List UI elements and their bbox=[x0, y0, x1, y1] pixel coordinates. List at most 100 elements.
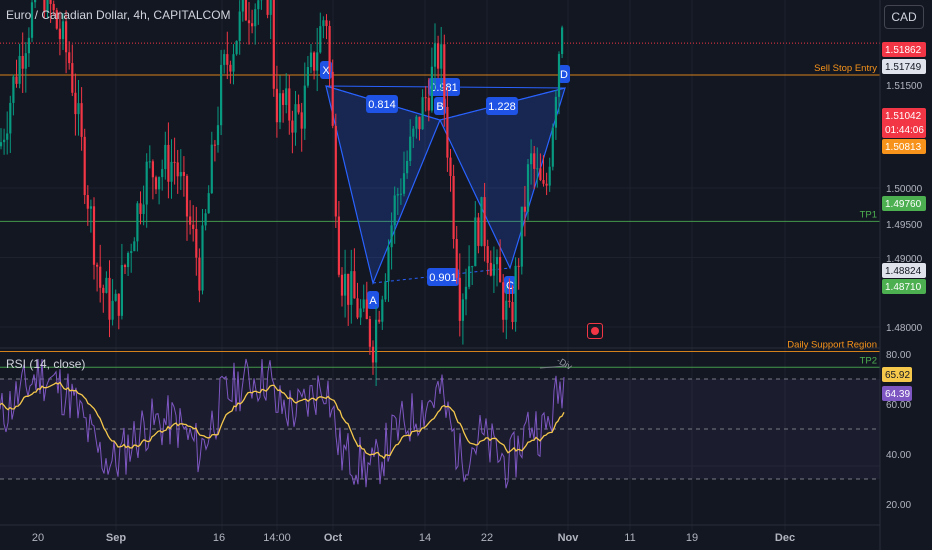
candle-body bbox=[508, 300, 511, 303]
candle-body bbox=[220, 64, 223, 126]
candle-body bbox=[471, 266, 474, 268]
level-lines: Stop LossDaily Resistance RegionSell Sto… bbox=[0, 42, 880, 368]
candle-body bbox=[539, 168, 542, 181]
candle-body bbox=[108, 277, 111, 320]
level-label: TP2 bbox=[860, 355, 877, 366]
time-axis-tick: 11 bbox=[624, 532, 635, 544]
candle-body bbox=[495, 256, 499, 265]
ratio-xab-bg bbox=[366, 95, 398, 113]
point-b-label: B bbox=[436, 101, 443, 113]
candle-body bbox=[161, 169, 164, 178]
candle-body bbox=[34, 0, 37, 3]
candle-body bbox=[387, 247, 390, 282]
candle-body bbox=[480, 197, 483, 246]
candle-body bbox=[139, 203, 142, 214]
candle-body bbox=[561, 27, 564, 55]
price-axis-tick: 1.48000 bbox=[886, 323, 923, 334]
candle-body bbox=[526, 164, 530, 212]
candle-body bbox=[458, 277, 461, 321]
candle-body bbox=[117, 293, 120, 316]
candle-body bbox=[102, 287, 105, 293]
time-axis-tick: 19 bbox=[686, 532, 698, 544]
candle-body bbox=[189, 216, 192, 225]
candle-body bbox=[297, 104, 300, 113]
candle-body bbox=[536, 168, 539, 170]
candle-body bbox=[375, 319, 378, 363]
time-axis-tick: 14 bbox=[419, 532, 431, 544]
candle-body bbox=[381, 299, 384, 322]
candle-body bbox=[517, 265, 520, 267]
candle-body bbox=[424, 97, 427, 99]
candle-body bbox=[192, 224, 195, 229]
candle-body bbox=[96, 264, 99, 267]
price-axis-tick: 1.51500 bbox=[886, 81, 923, 92]
time-axis-tick: 20 bbox=[32, 532, 44, 544]
candle-body bbox=[551, 127, 554, 167]
candle-body bbox=[216, 125, 220, 146]
candle-body bbox=[99, 266, 102, 288]
candle-body bbox=[406, 160, 409, 174]
rsi-axis-tick: 40.00 bbox=[886, 450, 911, 461]
candle-body bbox=[65, 21, 68, 53]
price-tag-label: 1.51862 bbox=[885, 45, 922, 56]
candle-body bbox=[278, 93, 282, 123]
candle-body bbox=[294, 104, 297, 133]
candle-body bbox=[378, 319, 381, 322]
candle-body bbox=[409, 136, 412, 161]
price-tag-label: 1.51749 bbox=[885, 62, 922, 73]
candle-body bbox=[313, 52, 316, 71]
candle-body bbox=[195, 228, 198, 258]
price-tag bbox=[882, 279, 926, 294]
ratio-bcd: 1.228 bbox=[488, 101, 516, 113]
candle-body bbox=[396, 194, 399, 196]
candle-body bbox=[148, 161, 151, 163]
candle-body bbox=[49, 0, 52, 4]
chart-title: Euro / Canadian Dollar, 4h, CAPITALCOM bbox=[6, 8, 231, 22]
candle-body bbox=[288, 88, 291, 121]
candle-body bbox=[368, 319, 371, 347]
candle-body bbox=[130, 251, 133, 253]
alert-icon[interactable] bbox=[587, 323, 603, 339]
candle-body bbox=[384, 281, 387, 300]
candle-body bbox=[198, 257, 201, 291]
candle-body bbox=[24, 53, 27, 69]
candle-body bbox=[300, 112, 303, 129]
candle-body bbox=[356, 298, 359, 318]
candle-body bbox=[421, 97, 424, 130]
candle-body bbox=[105, 277, 108, 293]
ratio-xab: 0.814 bbox=[368, 99, 396, 111]
time-axis-tick: Nov bbox=[558, 532, 580, 544]
candle-body bbox=[337, 216, 340, 275]
candle-body bbox=[477, 217, 480, 246]
candle-body bbox=[514, 265, 517, 322]
level-label: Daily Support Region bbox=[787, 339, 877, 350]
candle-body bbox=[229, 64, 232, 72]
candle-body bbox=[393, 195, 396, 226]
candle-body bbox=[474, 217, 477, 267]
candle-body bbox=[269, 0, 272, 15]
price-tag bbox=[882, 59, 926, 74]
candle-body bbox=[18, 55, 21, 84]
candle-body bbox=[520, 206, 523, 267]
candle-body bbox=[446, 106, 449, 158]
price-tag bbox=[882, 139, 926, 154]
candle-body bbox=[3, 139, 6, 143]
rsi-title: RSI (14, close) bbox=[6, 357, 86, 371]
candle-body bbox=[61, 21, 65, 40]
candle-body bbox=[464, 286, 468, 300]
candle-body bbox=[285, 88, 288, 105]
candle-body bbox=[182, 172, 185, 176]
candle-body bbox=[275, 88, 278, 123]
candle-body bbox=[499, 256, 502, 283]
candle-body bbox=[486, 246, 489, 263]
candle-body bbox=[440, 44, 443, 69]
candle-body bbox=[282, 93, 285, 105]
candle-body bbox=[350, 271, 353, 305]
candle-body bbox=[489, 262, 492, 276]
candle-body bbox=[247, 20, 251, 24]
candle-body bbox=[238, 11, 241, 41]
candle-body bbox=[223, 54, 226, 65]
candle-body bbox=[158, 177, 161, 190]
currency-button[interactable]: CAD bbox=[884, 5, 924, 29]
